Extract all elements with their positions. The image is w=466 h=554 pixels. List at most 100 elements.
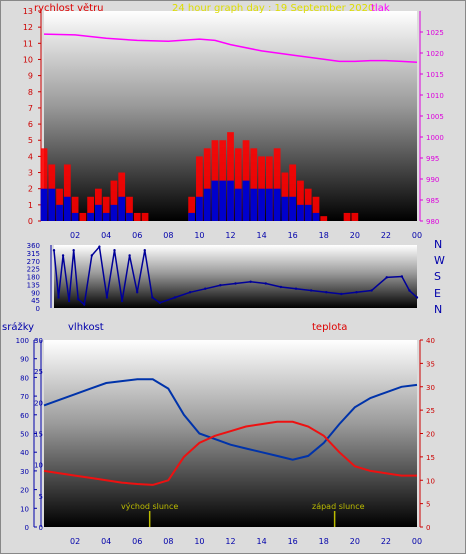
wind-axis-tick-label: 13 <box>23 7 33 16</box>
direction-axis-tick-label: 180 <box>27 274 40 282</box>
temperature-axis-tick-label: 30 <box>426 384 435 392</box>
bottom-x-tick-label: 22 <box>381 537 391 546</box>
wind-speed-label: rychlost větru <box>34 2 104 14</box>
chart-title: 24 hour graph day : 19 September 2020 <box>172 3 374 14</box>
dir-label-w: W <box>434 254 445 267</box>
wind-direction-point <box>105 296 109 299</box>
wind-gust-bar <box>56 204 63 221</box>
precip-axis-tick-label: 70 <box>20 393 29 401</box>
bottom-x-tick-label: 12 <box>225 537 235 546</box>
top-x-tick-label: 12 <box>225 231 235 240</box>
wind-gust-bar <box>242 180 250 221</box>
wind-direction-point <box>128 254 131 257</box>
temperature-line <box>43 420 417 486</box>
wind-gust-bar <box>48 188 56 221</box>
direction-axis-tick-label: 225 <box>27 266 40 274</box>
wind-direction-point <box>98 245 101 248</box>
wind-speed-bar <box>79 212 87 221</box>
wind-direction-point <box>219 284 222 287</box>
humidity-axis-tick-label: 15 <box>34 431 43 439</box>
top-x-tick-label: 18 <box>319 231 329 240</box>
pressure-label: tlak <box>371 3 390 14</box>
wind-gust-bar <box>304 204 312 221</box>
precip-axis-tick-label: 40 <box>20 449 29 457</box>
wind-speed-bar <box>312 196 320 221</box>
wind-axis-tick-label: 5 <box>28 136 33 145</box>
wind-direction-point <box>325 291 328 294</box>
bottom-plot-area <box>44 340 417 527</box>
wind-speed-bar <box>126 196 133 221</box>
dir-label-s: S <box>434 270 441 283</box>
wind-speed-bar <box>273 148 281 221</box>
precip-axis-tick-label: 90 <box>20 356 29 364</box>
wind-gust-bar <box>87 212 95 221</box>
wind-axis-tick-label: 0 <box>28 217 33 226</box>
humidity-axis-tick-label: 10 <box>34 462 43 470</box>
wind-speed-bar <box>203 148 211 221</box>
bottom-x-tick-label: 08 <box>163 537 173 546</box>
wind-gust-bar <box>273 188 281 221</box>
wind-gust-bar <box>63 196 71 221</box>
precip-axis-tick-label: 100 <box>16 337 29 345</box>
precip-axis-tick-label: 80 <box>20 374 29 382</box>
pressure-line <box>43 33 418 63</box>
wind-gust-bar <box>289 196 297 221</box>
precip-label: srážky <box>2 321 34 333</box>
wind-speed-bar <box>87 196 95 221</box>
pressure-axis-tick-label: 1010 <box>426 92 444 100</box>
bottom-x-tick-label: 16 <box>288 537 298 546</box>
sunset-label: západ slunce <box>312 502 365 511</box>
wind-speed-bar <box>234 148 242 221</box>
top-x-tick-label: 08 <box>163 231 173 240</box>
pressure-axis-tick-label: 995 <box>426 155 439 163</box>
direction-plot-area <box>54 245 417 308</box>
wind-direction-point <box>294 287 298 290</box>
top-x-tick-label: 14 <box>256 231 266 240</box>
wind-axis-tick-label: 8 <box>28 88 33 97</box>
wind-direction-point <box>120 299 124 303</box>
bottom-x-tick-label: 18 <box>319 537 329 546</box>
direction-axis-tick-label: 270 <box>27 258 40 266</box>
wind-axis-tick-label: 12 <box>23 23 33 32</box>
wind-direction-point <box>173 296 177 299</box>
bottom-x-tick-label: 20 <box>350 537 360 546</box>
bottom-x-tick-label: 06 <box>132 537 142 546</box>
top-x-tick-label: 06 <box>132 231 142 240</box>
humidity-axis-tick-label: 30 <box>34 337 43 345</box>
bottom-x-tick-label: 10 <box>194 537 204 546</box>
bottom-x-tick-label: 14 <box>256 537 266 546</box>
temperature-axis-tick-label: 15 <box>426 454 435 462</box>
wind-gust-bar <box>40 188 48 221</box>
wind-gust-bar <box>297 204 304 221</box>
wind-direction-point <box>188 291 192 294</box>
temperature-axis-tick-label: 10 <box>426 477 435 485</box>
wind-direction-point <box>279 285 283 289</box>
wind-gust-bar <box>219 180 227 221</box>
pressure-axis-tick-label: 1000 <box>426 134 444 142</box>
dir-label-n-top: N <box>434 238 442 251</box>
direction-axis-tick-label: 0 <box>36 305 40 313</box>
wind-gust-bar <box>118 196 126 221</box>
wind-axis-tick-label: 7 <box>28 104 33 113</box>
temperature-axis-tick-label: 5 <box>426 501 430 509</box>
pressure-axis-tick-label: 1025 <box>426 29 444 37</box>
pressure-axis-tick-label: 1020 <box>426 50 444 58</box>
temperature-label: teplota <box>312 322 347 333</box>
wind-direction-point <box>158 301 162 304</box>
wind-direction-point <box>77 298 80 301</box>
wind-axis-tick-label: 2 <box>28 185 33 194</box>
humidity-axis-tick-label: 20 <box>34 399 43 407</box>
wind-direction-point <box>90 254 94 257</box>
wind-axis-tick-label: 1 <box>28 201 33 210</box>
temperature-axis-tick-label: 25 <box>426 407 435 415</box>
wind-speed-bar <box>320 216 328 221</box>
wind-direction-point <box>385 276 388 279</box>
precip-axis-tick-label: 20 <box>20 487 29 495</box>
pressure-axis-tick-label: 1005 <box>426 113 444 121</box>
wind-speed-bar <box>250 148 258 221</box>
wind-gust-bar <box>126 212 133 221</box>
top-x-tick-label: 00 <box>412 231 422 240</box>
precip-axis-tick-label: 10 <box>20 505 29 513</box>
dir-label-n-bottom: N <box>434 303 442 316</box>
